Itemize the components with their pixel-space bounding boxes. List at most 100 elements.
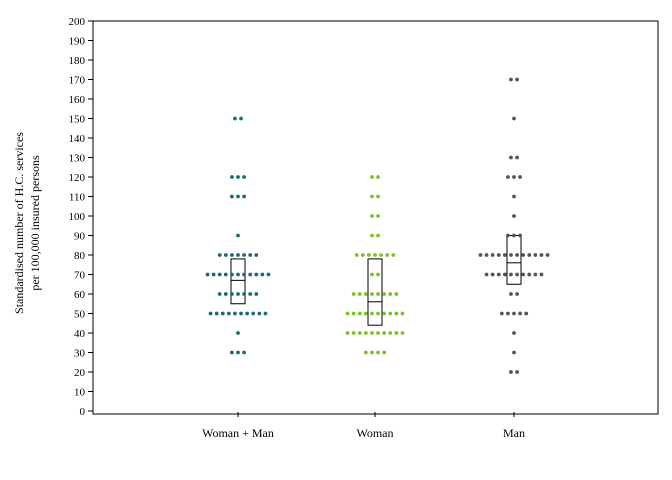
data-point <box>245 311 250 316</box>
data-point <box>527 272 532 277</box>
data-point <box>509 77 513 82</box>
series-layer <box>205 77 550 374</box>
data-point <box>370 292 374 296</box>
y-tick-label: 60 <box>74 289 86 301</box>
y-tick-label: 40 <box>74 328 86 340</box>
data-point <box>370 233 374 238</box>
x-category-label: Woman + Man <box>202 426 274 440</box>
data-point <box>502 272 507 277</box>
data-point <box>242 194 247 199</box>
data-point <box>496 253 501 257</box>
data-point <box>242 350 247 355</box>
data-point <box>515 272 519 277</box>
data-point <box>545 253 550 257</box>
data-point <box>509 292 513 296</box>
data-point <box>512 233 516 238</box>
data-point <box>376 214 380 218</box>
data-point <box>363 311 368 316</box>
y-tick-label: 50 <box>74 309 86 321</box>
data-point <box>345 311 350 316</box>
data-point <box>214 311 219 316</box>
data-point <box>502 253 507 257</box>
data-point <box>484 272 489 277</box>
data-point <box>391 253 396 257</box>
data-point <box>242 292 247 296</box>
data-point <box>376 292 380 296</box>
data-point <box>251 311 256 316</box>
data-point <box>223 292 228 296</box>
data-point <box>357 292 362 296</box>
data-point <box>230 272 234 277</box>
data-point <box>388 311 393 316</box>
y-tick-label: 80 <box>74 250 86 262</box>
data-point <box>539 253 544 257</box>
data-point <box>499 311 504 316</box>
data-point <box>506 311 510 316</box>
data-point <box>376 350 380 355</box>
data-point <box>363 292 368 296</box>
data-point <box>236 194 240 199</box>
y-tick-label: 130 <box>69 153 86 165</box>
data-point <box>539 272 544 277</box>
data-point <box>376 175 380 179</box>
data-point <box>236 292 240 296</box>
y-axis-title-line-2: per 100,000 insured persons <box>28 155 42 291</box>
data-point <box>376 331 380 335</box>
data-point <box>515 253 519 257</box>
data-point <box>230 175 234 179</box>
data-point <box>254 292 259 296</box>
plot-frame <box>92 20 659 415</box>
data-point <box>515 155 519 160</box>
data-point <box>239 311 243 316</box>
y-tick-label: 180 <box>69 55 86 67</box>
data-point <box>512 175 516 179</box>
data-point <box>370 350 374 355</box>
data-point <box>248 272 253 277</box>
data-point <box>208 311 213 316</box>
data-point <box>236 253 240 257</box>
data-point <box>236 272 240 277</box>
data-point <box>496 272 501 277</box>
data-point <box>394 292 399 296</box>
y-tick-label: 120 <box>69 172 86 184</box>
data-point <box>217 253 222 257</box>
data-point <box>370 175 374 179</box>
data-point <box>379 253 383 257</box>
data-point <box>242 272 247 277</box>
data-point <box>254 253 259 257</box>
data-point <box>370 331 374 335</box>
box <box>367 258 383 326</box>
data-point <box>263 311 268 316</box>
data-point <box>533 253 538 257</box>
data-point <box>394 331 399 335</box>
data-point <box>351 311 356 316</box>
y-tick-label: 150 <box>69 114 86 126</box>
data-point <box>506 233 510 238</box>
y-tick-label: 10 <box>74 387 86 399</box>
y-tick-label: 200 <box>69 16 86 28</box>
data-point <box>205 272 210 277</box>
data-point <box>357 311 362 316</box>
data-point <box>223 272 228 277</box>
data-point <box>518 233 522 238</box>
y-tick-label: 190 <box>69 36 86 48</box>
data-point <box>376 311 380 316</box>
data-point <box>376 272 380 277</box>
data-point <box>233 116 237 121</box>
data-point <box>230 350 234 355</box>
data-point <box>382 350 387 355</box>
y-tick-label: 100 <box>69 211 86 223</box>
data-point <box>242 175 247 179</box>
data-point <box>217 272 222 277</box>
data-point <box>518 311 522 316</box>
data-point <box>360 253 365 257</box>
data-point <box>512 214 516 218</box>
series-group <box>478 77 550 374</box>
y-axis-title-line-1: Standardised number of H.C. services <box>12 132 26 314</box>
data-point <box>226 311 231 316</box>
data-point <box>533 272 538 277</box>
data-point <box>509 253 513 257</box>
data-point <box>373 253 377 257</box>
data-point <box>357 331 362 335</box>
data-point <box>512 311 516 316</box>
